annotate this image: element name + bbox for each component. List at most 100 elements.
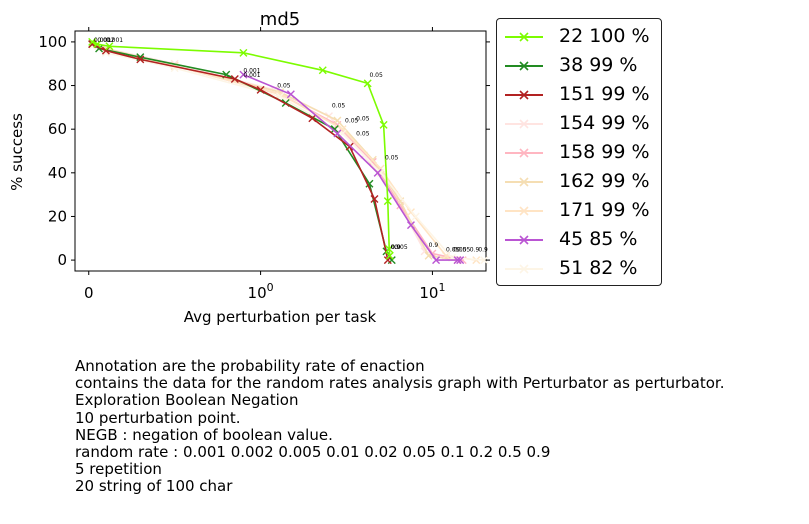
data-point xyxy=(239,48,248,57)
data-point xyxy=(379,120,388,129)
series-4 xyxy=(88,40,467,265)
legend-item: 158 99 % xyxy=(497,138,663,167)
rate-annotation: 0.001 xyxy=(94,37,111,44)
data-point xyxy=(308,114,317,123)
legend-label: 162 99 % xyxy=(559,170,650,192)
rate-annotation: 0.9 xyxy=(429,242,439,249)
legend-label: 51 82 % xyxy=(559,257,638,279)
rate-annotation: 0.05 xyxy=(446,246,460,253)
legend-swatch xyxy=(505,61,543,71)
rate-annotation: 0.05 xyxy=(345,118,359,125)
rate-annotation: 0.05 xyxy=(356,115,370,122)
series-0 xyxy=(88,37,394,260)
x-tick-label: 0 xyxy=(84,284,94,302)
data-point xyxy=(239,70,248,79)
rate-annotation: 0.9 xyxy=(470,246,480,253)
legend-item: 45 85 % xyxy=(497,225,663,254)
legend-label: 171 99 % xyxy=(559,199,650,221)
legend-swatch xyxy=(505,119,543,129)
series-line xyxy=(91,43,458,261)
caption-line: NEGB : negation of boolean value. xyxy=(75,425,333,444)
y-tick-label: 60 xyxy=(48,120,67,138)
legend-label: 45 85 % xyxy=(559,228,638,250)
y-axis: 0 20 40 60 80 100 xyxy=(38,33,490,269)
rate-annotation: 0.05 xyxy=(356,131,370,138)
series-3 xyxy=(88,40,462,265)
data-point xyxy=(333,129,342,138)
legend-label: 154 99 % xyxy=(559,112,650,134)
data-point xyxy=(330,125,339,134)
rate-annotation: 0.9 xyxy=(478,246,488,253)
series-8 xyxy=(88,42,489,265)
legend-item: 171 99 % xyxy=(497,196,663,225)
rate-annotation: 0.05 xyxy=(457,246,471,253)
legend-label: 158 99 % xyxy=(559,141,650,163)
x-axis: 0 100 101 xyxy=(84,27,445,302)
data-point xyxy=(370,195,379,203)
legend-swatch xyxy=(505,177,543,187)
y-tick-label: 80 xyxy=(48,77,67,95)
data-point xyxy=(318,66,327,75)
data-point xyxy=(88,37,97,46)
y-tick-label: 100 xyxy=(38,33,67,51)
rate-annotation: 0.05 xyxy=(385,155,399,162)
caption-line: contains the data for the random rates a… xyxy=(75,374,725,393)
data-point xyxy=(105,42,114,51)
series-5 xyxy=(88,40,462,265)
caption-line: Annotation are the probability rate of e… xyxy=(75,357,425,375)
rate-annotation: 0.001 xyxy=(243,72,260,79)
legend-label: 22 100 % xyxy=(559,25,650,47)
rate-annotation: 0.001 xyxy=(243,67,260,74)
x-axis-label: Avg perturbation per task xyxy=(184,308,377,326)
series-line xyxy=(91,45,485,261)
x-tick-label: 100 xyxy=(248,281,274,302)
legend-item: 22 100 % xyxy=(497,22,663,51)
data-point xyxy=(456,256,465,265)
series-2 xyxy=(88,40,392,265)
data-point xyxy=(333,116,342,125)
rate-annotation: 0.05 xyxy=(332,102,346,109)
series-6 xyxy=(88,40,481,265)
series-7 xyxy=(239,70,465,265)
caption-line: 10 perturbation point. xyxy=(75,408,241,427)
legend-swatch xyxy=(505,90,543,100)
legend-swatch xyxy=(505,32,543,42)
data-point xyxy=(256,85,265,94)
chart-title: md5 xyxy=(260,9,300,30)
data-point xyxy=(383,197,392,206)
legend-swatch xyxy=(505,235,543,245)
data-point xyxy=(286,90,295,99)
data-point xyxy=(406,221,415,230)
x-tick-label: 101 xyxy=(419,281,445,302)
caption-line: random rate : 0.001 0.002 0.005 0.01 0.0… xyxy=(75,443,551,462)
data-point xyxy=(363,79,372,88)
caption-line: 20 string of 100 char xyxy=(75,477,233,496)
chart: md5 0.0010.0020.0010.0010.0010.050.050.0… xyxy=(8,9,490,326)
data-point xyxy=(385,251,394,260)
series-line xyxy=(243,73,461,261)
data-point xyxy=(385,245,394,254)
legend-item: 51 82 % xyxy=(497,254,663,283)
data-point xyxy=(411,212,420,221)
data-point xyxy=(383,256,392,265)
plot-frame xyxy=(74,30,487,272)
rate-annotation: 0.05 xyxy=(277,83,291,90)
series-line xyxy=(91,43,477,261)
rate-annotation: 0.05 xyxy=(394,244,408,251)
legend-swatch xyxy=(505,206,543,216)
rate-annotation: 0.002 xyxy=(97,37,114,44)
data-point xyxy=(480,256,489,265)
series-line xyxy=(91,43,463,261)
data-point xyxy=(453,256,462,265)
legend-item: 151 99 % xyxy=(497,80,663,109)
legend-item: 154 99 % xyxy=(497,109,663,138)
rate-annotation: 0.05 xyxy=(453,246,467,253)
caption-line: Exploration Boolean Negation xyxy=(75,391,299,410)
legend-label: 151 99 % xyxy=(559,83,650,105)
legend-swatch xyxy=(505,148,543,158)
legend-swatch xyxy=(505,264,543,274)
rate-annotation: 0.9 xyxy=(391,244,401,251)
rate-annotation: 0.001 xyxy=(106,37,123,44)
rate-annotation: 0.9 xyxy=(390,244,400,251)
plot-area: 0.0010.0020.0010.0010.0010.050.050.050.0… xyxy=(74,30,489,272)
